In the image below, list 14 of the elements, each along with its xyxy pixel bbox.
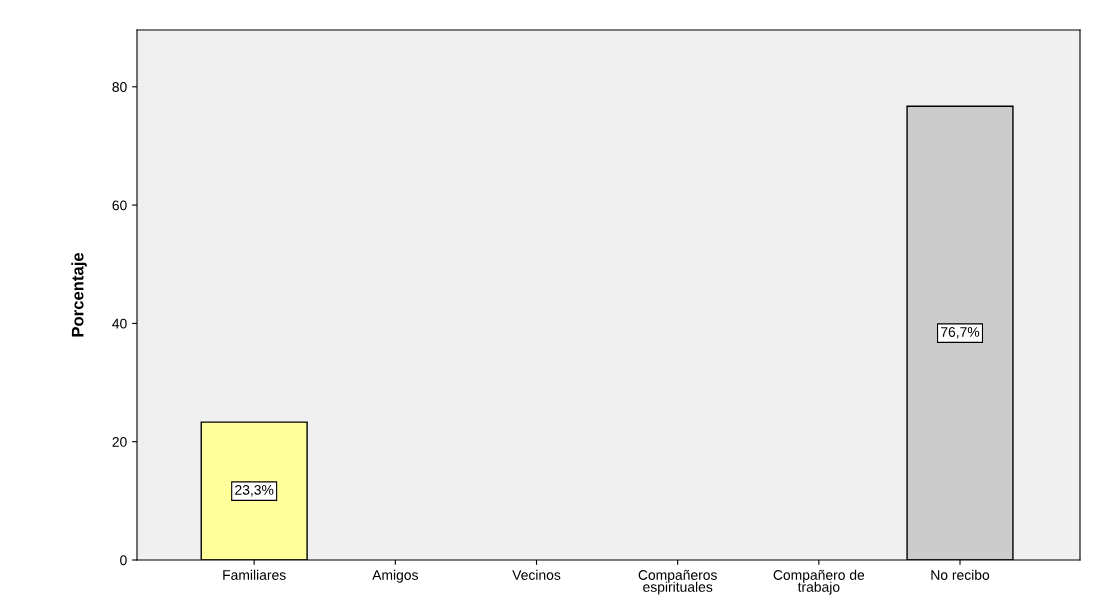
x-tick-label: Compañeros espirituales bbox=[638, 569, 717, 595]
x-tick-label: No recibo bbox=[931, 569, 990, 580]
y-tick-label: 0 bbox=[120, 555, 127, 566]
y-tick-label: 20 bbox=[112, 437, 127, 447]
data-label: 76,7% bbox=[941, 327, 980, 339]
x-tick-label: Amigos bbox=[372, 569, 418, 583]
y-tick-label: 60 bbox=[112, 200, 127, 211]
y-tick-label: 80 bbox=[112, 82, 127, 92]
y-axis-title: Porcentaje bbox=[71, 252, 87, 337]
data-label: 23,3% bbox=[235, 484, 274, 497]
x-tick-label: Compañero de trabajo bbox=[773, 569, 865, 595]
x-tick-label: Familiares bbox=[223, 569, 286, 580]
y-tick-label: 40 bbox=[112, 318, 127, 329]
x-tick-label: Vecinos bbox=[512, 569, 561, 580]
